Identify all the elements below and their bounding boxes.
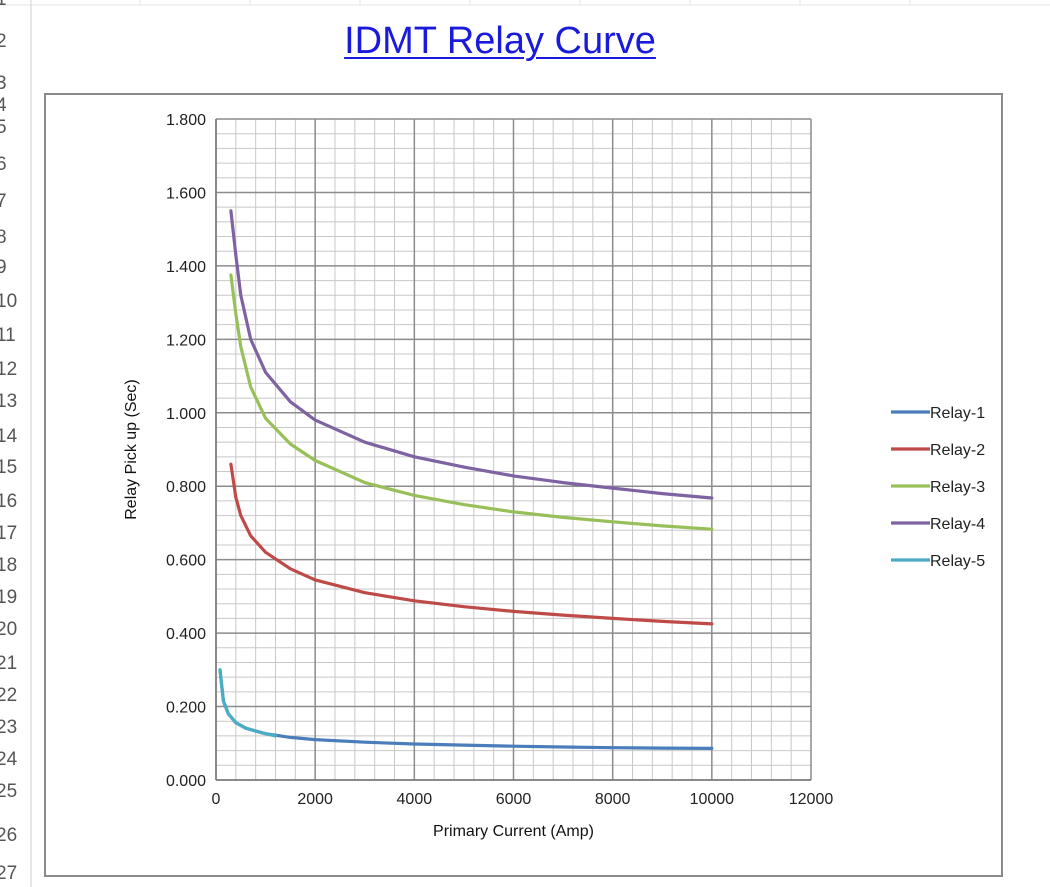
row-number[interactable]: 4 — [0, 95, 7, 116]
row-number[interactable]: 24 — [0, 749, 18, 770]
legend-label: Relay-1 — [930, 405, 985, 422]
series-lines — [218, 209, 714, 751]
row-number[interactable]: 26 — [0, 825, 18, 846]
y-tick-label: 0.200 — [166, 700, 206, 717]
row-number[interactable]: 14 — [0, 426, 18, 447]
x-axis-title: Primary Current (Amp) — [433, 823, 594, 840]
y-tick-label: 1.800 — [166, 112, 206, 129]
row-number[interactable]: 1 — [0, 0, 16, 10]
row-number[interactable]: 3 — [0, 73, 7, 94]
y-tick-label: 1.000 — [166, 406, 206, 423]
row-number[interactable]: 18 — [0, 555, 18, 576]
legend-label: Relay-3 — [930, 479, 985, 496]
x-tick-label: 4000 — [397, 791, 433, 808]
row-number[interactable]: 25 — [0, 781, 18, 802]
row-number[interactable]: 6 — [0, 154, 7, 175]
row-number[interactable]: 17 — [0, 523, 18, 544]
series-line-relay-3 — [229, 273, 714, 531]
row-number[interactable]: 22 — [0, 685, 18, 706]
chart-area[interactable]: 0 2000 4000 6000 8000 10000 12000 0.000 0.200 0.4… — [44, 93, 1003, 877]
legend-label: Relay-2 — [930, 442, 985, 459]
legend[interactable]: Relay-1 Relay-2 Relay-3 Relay-4 Relay-5 — [891, 405, 985, 570]
x-tick-label: 0 — [212, 791, 221, 808]
y-tick-label: 0.600 — [166, 553, 206, 570]
y-axis-title: Relay Pick up (Sec) — [123, 379, 140, 520]
row-number[interactable]: 5 — [0, 117, 7, 138]
gridlines — [215, 118, 812, 781]
row-number[interactable]: 23 — [0, 717, 18, 738]
legend-label: Relay-5 — [930, 553, 985, 570]
y-tick-label: 0.800 — [166, 479, 206, 496]
x-tick-label: 2000 — [297, 791, 333, 808]
series-line-relay-4 — [229, 209, 714, 500]
y-tick-label: 1.200 — [166, 332, 206, 349]
y-tick-label: 1.600 — [166, 185, 206, 202]
row-number[interactable]: 2 — [0, 31, 7, 52]
row-number[interactable]: 13 — [0, 391, 18, 412]
legend-label: Relay-4 — [930, 516, 985, 533]
series-line-relay-5 — [218, 668, 278, 738]
x-tick-label: 6000 — [496, 791, 532, 808]
x-tick-label: 12000 — [789, 791, 834, 808]
row-number[interactable]: 8 — [0, 227, 7, 248]
row-number[interactable]: 27 — [0, 863, 18, 884]
row-number[interactable]: 21 — [0, 653, 18, 674]
chart-title: IDMT Relay Curve — [344, 20, 656, 62]
series-line-relay-1 — [218, 668, 714, 751]
chart-svg: 0 2000 4000 6000 8000 10000 12000 0.000 0.200 0.4… — [123, 112, 985, 840]
row-number[interactable]: 20 — [0, 619, 18, 640]
row-number[interactable]: 15 — [0, 457, 18, 478]
row-number[interactable]: 16 — [0, 491, 18, 512]
row-number[interactable]: 19 — [0, 587, 18, 608]
row-number[interactable]: 11 — [0, 325, 16, 346]
row-number[interactable]: 12 — [0, 359, 18, 380]
series-line-relay-2 — [229, 462, 714, 626]
row-number[interactable]: 7 — [0, 191, 7, 212]
x-tick-label: 8000 — [595, 791, 631, 808]
y-tick-label: 0.400 — [166, 626, 206, 643]
y-tick-label: 0.000 — [166, 773, 206, 790]
y-tick-label: 1.400 — [166, 259, 206, 276]
row-number[interactable]: 10 — [0, 291, 18, 312]
row-number[interactable]: 9 — [0, 257, 7, 278]
tick-labels: 0 2000 4000 6000 8000 10000 12000 0.000 0.200 0.4… — [166, 112, 833, 808]
x-tick-label: 10000 — [690, 791, 735, 808]
